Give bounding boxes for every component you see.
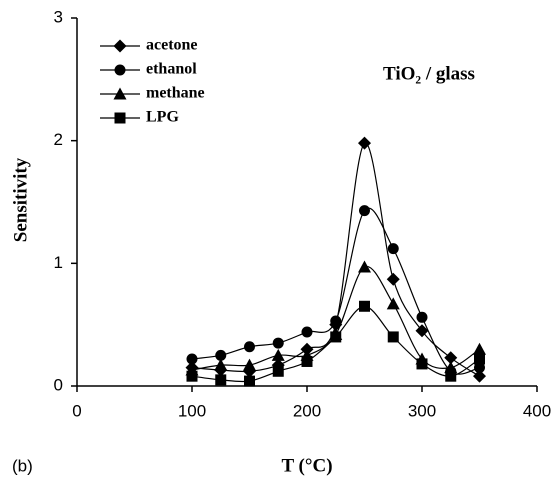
data-point [359, 205, 370, 217]
legend-label: LPG [146, 109, 179, 126]
data-point [186, 353, 198, 365]
data-point [444, 361, 458, 374]
panel-label: (b) [12, 456, 33, 475]
data-point [473, 369, 486, 383]
data-point [330, 315, 342, 327]
x-tick-label: 0 [72, 401, 81, 420]
data-point [358, 260, 371, 273]
data-point [272, 365, 284, 377]
data-point [387, 243, 399, 255]
data-point [387, 331, 399, 343]
data-point [386, 297, 400, 310]
legend-label: acetone [146, 37, 198, 54]
x-axis-label: T (°C) [281, 455, 332, 476]
data-point [358, 136, 371, 150]
legend-label: methane [146, 85, 205, 102]
data-point [359, 300, 370, 312]
data-point [444, 351, 458, 365]
data-point [243, 358, 256, 371]
data-point [386, 272, 400, 286]
y-tick-label: 0 [54, 375, 63, 394]
data-point [416, 311, 428, 323]
legend-marker [114, 112, 126, 124]
x-tick-label: 400 [523, 401, 551, 420]
legend-marker [113, 39, 127, 53]
data-point [474, 353, 485, 365]
data-point [272, 337, 284, 349]
y-tick-label: 1 [54, 253, 63, 272]
legend-label: ethanol [146, 61, 197, 78]
legend-marker [113, 87, 127, 100]
data-point [214, 358, 228, 371]
x-tick-label: 200 [293, 401, 321, 420]
data-point [473, 342, 486, 355]
data-point [301, 355, 313, 367]
y-axis-label: Sensitivity [10, 157, 31, 242]
data-point [445, 370, 457, 382]
data-point [415, 324, 429, 338]
y-tick-label: 3 [54, 7, 63, 26]
data-point [330, 331, 342, 343]
data-point [244, 341, 255, 353]
data-point [271, 348, 285, 361]
x-tick-label: 300 [408, 401, 436, 420]
data-point [215, 374, 227, 386]
legend-marker [114, 64, 126, 76]
annotation: TiO₂ / glass [383, 63, 475, 84]
data-point [474, 362, 485, 374]
y-tick-label: 2 [54, 130, 63, 149]
data-point [186, 370, 198, 382]
series-line [191, 207, 480, 375]
data-point [215, 349, 227, 361]
data-point [301, 326, 313, 338]
data-point [416, 358, 428, 370]
data-point [244, 375, 255, 387]
x-tick-label: 100 [178, 401, 206, 420]
